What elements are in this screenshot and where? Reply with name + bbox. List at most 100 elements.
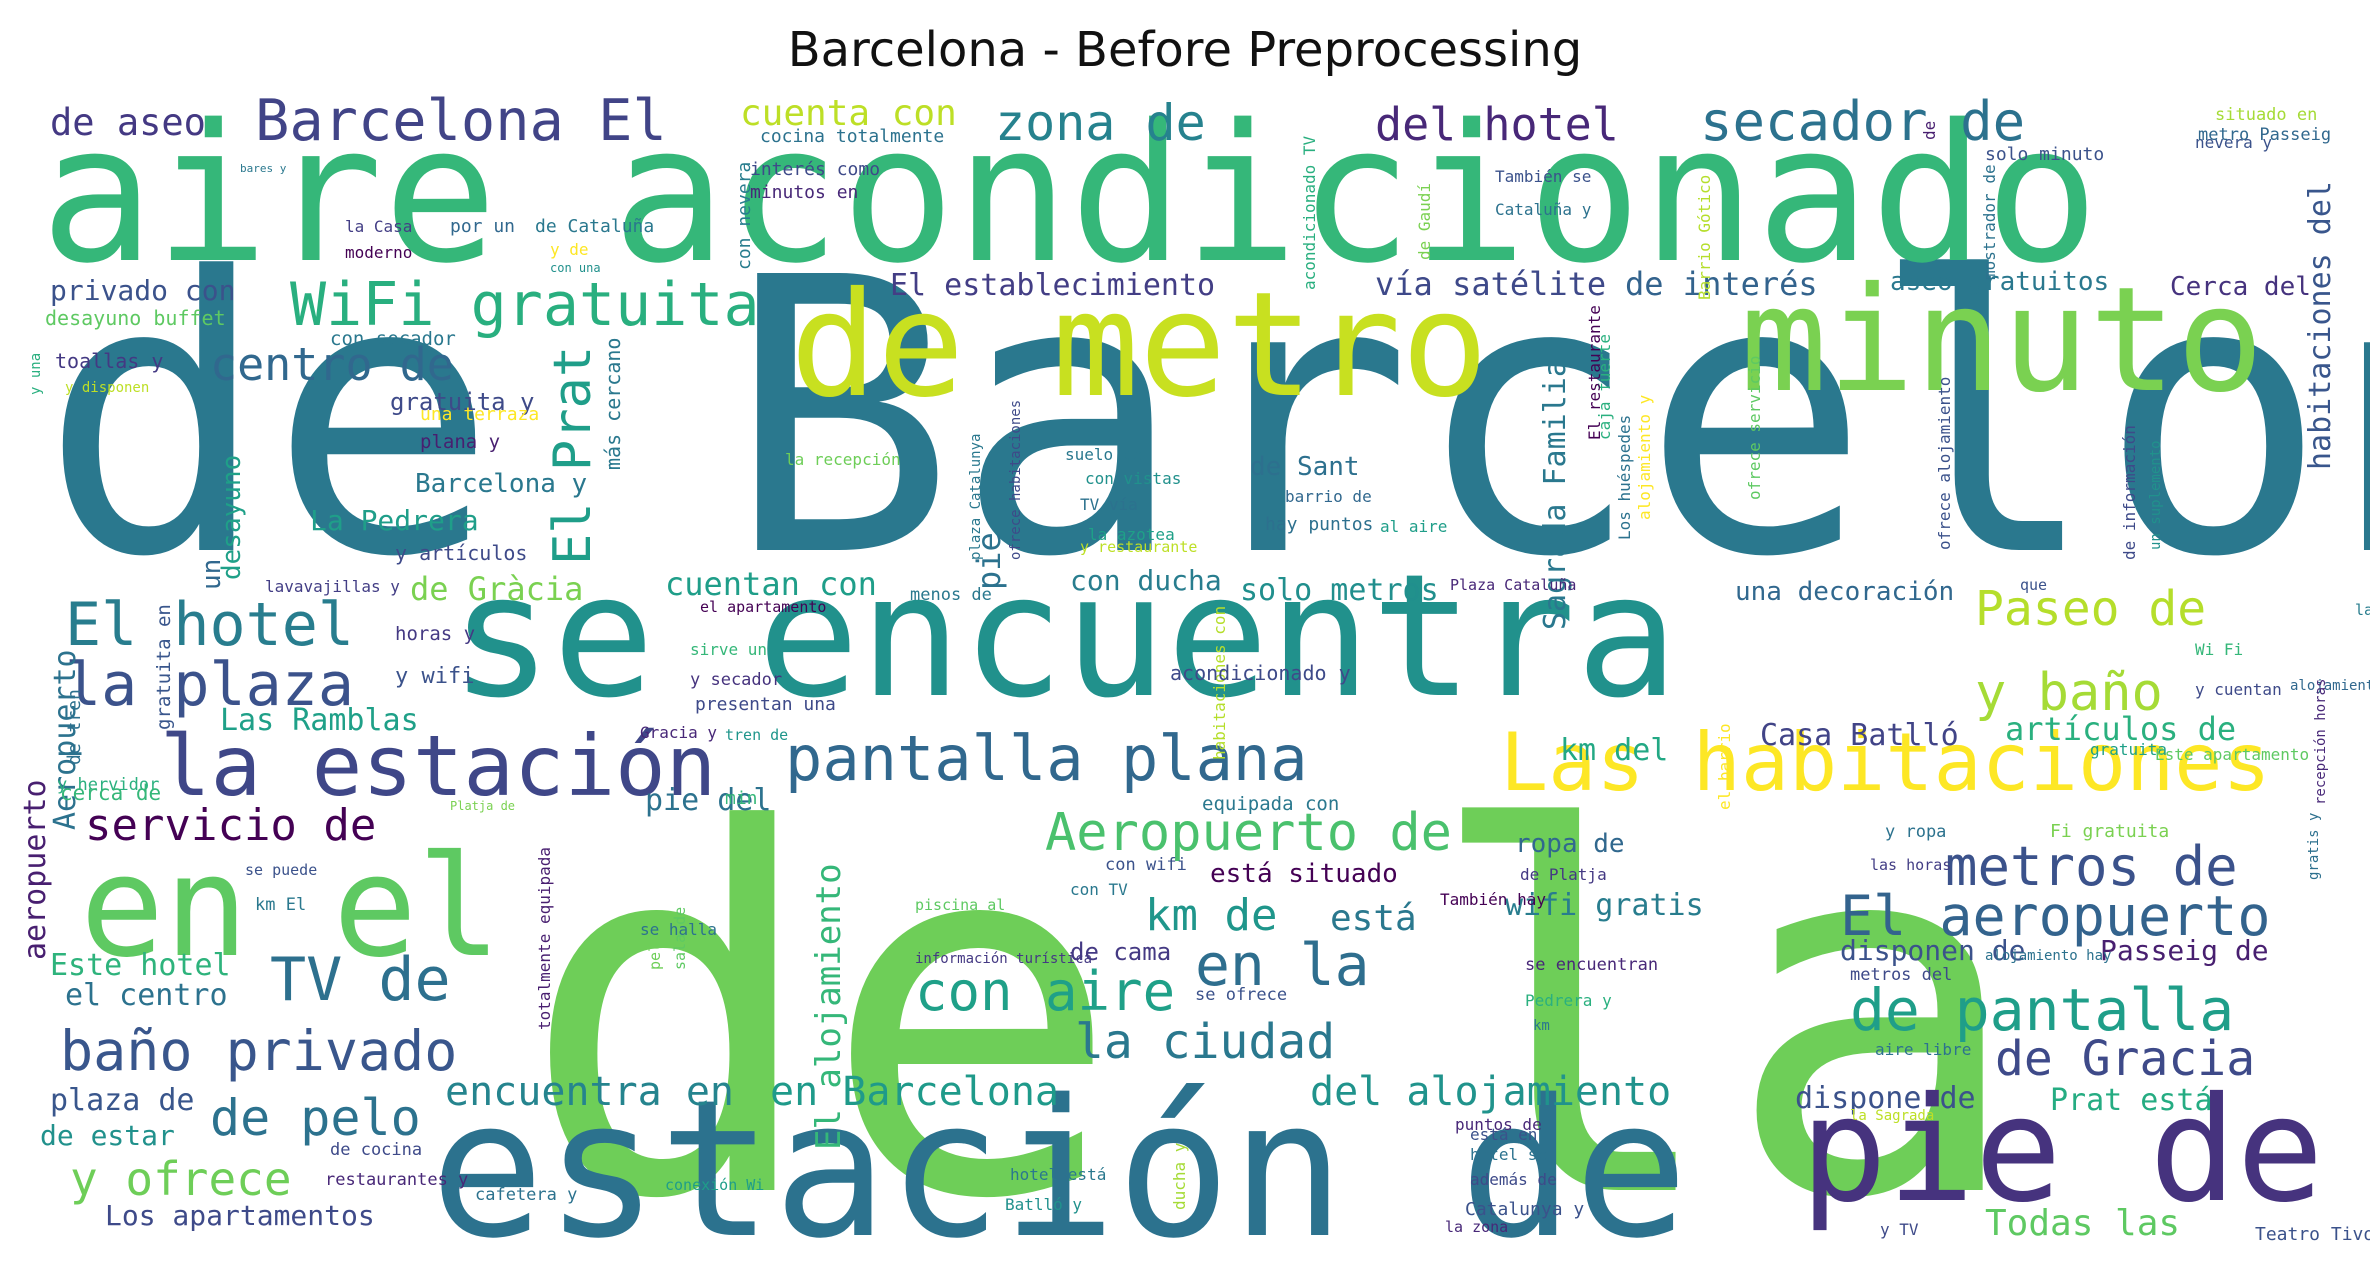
cloud-word: y baño [1975, 663, 2163, 723]
cloud-word: y ofrece [70, 1152, 292, 1206]
cloud-word: está en [1470, 1125, 1537, 1144]
cloud-word: está [1330, 898, 1417, 939]
cloud-word: con TV [1070, 880, 1128, 899]
cloud-word: con nevera [734, 162, 755, 270]
cloud-word: metro Passeig [2198, 125, 2331, 145]
cloud-word: min [725, 788, 758, 809]
cloud-word: servicio de [85, 800, 376, 851]
cloud-word: con vistas [1085, 469, 1181, 488]
cloud-word: pantalla plana [785, 722, 1308, 795]
cloud-word: la estación [160, 717, 716, 815]
cloud-word: la recepción [785, 450, 901, 469]
cloud-word: baño privado [60, 1019, 457, 1083]
cloud-word: se halla [640, 920, 717, 939]
cloud-word: Todas las [1985, 1203, 2180, 1244]
cloud-word: y hervidor [57, 775, 159, 795]
cloud-word: disponen de [1840, 934, 2025, 967]
cloud-word: situado en [2215, 105, 2317, 125]
cloud-word: piscina al [915, 896, 1005, 914]
cloud-word: gratuita y [390, 388, 535, 416]
cloud-word: Cataluña y [1495, 200, 1592, 219]
cloud-word: suelo de [1065, 445, 1142, 464]
cloud-word: horas y [395, 623, 475, 645]
cloud-word: wifi gratis [1505, 888, 1704, 923]
cloud-word: y cuentan [2195, 680, 2282, 699]
cloud-word: la ciudad [1075, 1014, 1335, 1070]
cloud-word: Platja de [450, 799, 515, 813]
cloud-word: la Casa [345, 217, 412, 236]
cloud-word: de metro [790, 261, 1488, 430]
cloud-word: Teatro Tivoli [2255, 1224, 2370, 1245]
cloud-word: y una [28, 353, 44, 395]
cloud-word: aire acondicionado [40, 84, 2099, 305]
cloud-word: y wifi [395, 664, 474, 689]
cloud-word: secador de [1700, 90, 2025, 153]
cloud-word: acondicionado y [1170, 661, 1351, 685]
cloud-word: sirve un [690, 640, 767, 659]
cloud-word: Los apartamentos [105, 1199, 375, 1232]
cloud-word: cerca de [60, 781, 161, 805]
cloud-word: Este hotel [50, 948, 231, 983]
cloud-word: toallas y [55, 349, 163, 373]
cloud-word: totalmente equipada [535, 847, 554, 1030]
cloud-word: del alojamiento [1310, 1069, 1671, 1115]
cloud-word: km de [1145, 890, 1277, 941]
cloud-word: el barrio [1715, 723, 1734, 810]
cloud-word: la zona [1445, 1218, 1508, 1236]
cloud-word: de [1920, 121, 1939, 140]
cloud-word: Wi Fi [2195, 640, 2243, 659]
cloud-word: está situado [1210, 859, 1398, 889]
cloud-word: restaurantes y [325, 1170, 468, 1190]
cloud-word: que [2020, 576, 2047, 594]
cloud-word: Gracia y [640, 723, 717, 742]
cloud-word: El restaurante [1585, 305, 1604, 440]
cloud-word: la playa [2355, 601, 2370, 619]
cloud-word: la plaza [65, 650, 354, 720]
cloud-word: de información [2120, 425, 2139, 560]
cloud-word: de cama [1070, 938, 1171, 966]
cloud-word: vía satélite [1375, 265, 1606, 303]
cloud-word: cocina totalmente [760, 126, 944, 147]
cloud-word: de Gracia [1995, 1031, 2255, 1087]
cloud-word: y ropa [1885, 822, 1946, 842]
cloud-word: de aseo [50, 101, 206, 144]
cloud-word: ropa de [1515, 829, 1625, 859]
cloud-word: Casa Batlló [1760, 718, 1959, 753]
cloud-word: Las Ramblas [220, 703, 419, 738]
cloud-word: km [1533, 1018, 1550, 1034]
cloud-word: en Barcelona [770, 1069, 1059, 1115]
cloud-word: lavavajillas y [265, 577, 400, 596]
cloud-word: interés como [750, 159, 880, 180]
cloud-word: metros de [1945, 835, 2238, 898]
cloud-word: pie [970, 532, 1008, 590]
cloud-word: Cerca del [2170, 272, 2311, 302]
cloud-word: cafetera y [475, 1185, 577, 1205]
cloud-word: ofrece alojamiento [1935, 377, 1954, 550]
cloud-word: solo metros [1240, 573, 1439, 608]
cloud-word: de Cataluña [535, 216, 654, 237]
cloud-word: plaza Catalunya [968, 434, 984, 560]
cloud-word: ofrece servicio [1745, 356, 1764, 501]
cloud-word: la Sagrada [1850, 1108, 1934, 1124]
cloud-word: cuenta con [740, 93, 957, 134]
cloud-word: la azotea [1088, 525, 1175, 544]
cloud-word: conexión Wi [665, 1176, 764, 1194]
cloud-word: en el [80, 826, 501, 989]
cloud-word: Barcelona El [255, 88, 667, 154]
cloud-word: con una [550, 261, 601, 275]
cloud-word: También se [1495, 167, 1591, 186]
cloud-word: barrio de [1285, 487, 1372, 506]
cloud-word: artículos de [2005, 710, 2236, 748]
cloud-word: gratuita en [153, 604, 175, 730]
cloud-word: hotel está [1010, 1165, 1106, 1184]
cloud-word: sala de [671, 907, 689, 970]
cloud-word: equipada con [1202, 793, 1339, 815]
cloud-word: hotel se [1470, 1145, 1547, 1164]
cloud-word: plana y [420, 431, 500, 453]
cloud-word: Las habitaciones [1500, 716, 2271, 809]
cloud-word: presentan una [695, 694, 836, 715]
cloud-word: Aeropuerto [48, 649, 83, 830]
cloud-word: plaza de [50, 1083, 195, 1118]
cloud-word: km del [1560, 733, 1668, 768]
